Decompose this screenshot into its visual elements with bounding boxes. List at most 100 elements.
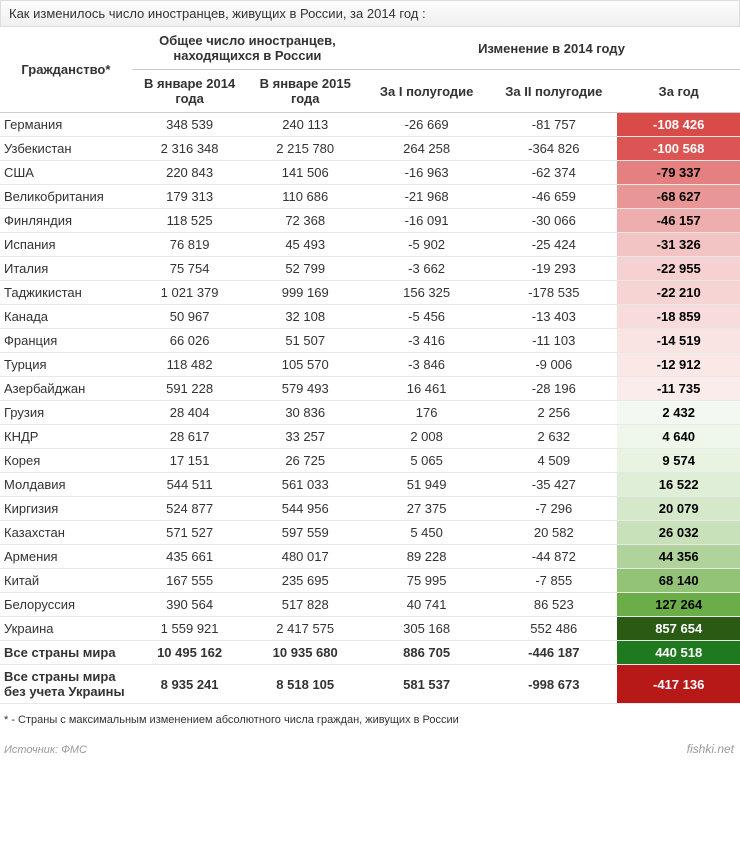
cell-h1: -21 968 xyxy=(363,185,490,209)
cell-h1: 305 168 xyxy=(363,617,490,641)
cell-year: 857 654 xyxy=(617,617,740,641)
cell-country: Финляндия xyxy=(0,209,132,233)
cell-h1: 264 258 xyxy=(363,137,490,161)
cell-h1: 89 228 xyxy=(363,545,490,569)
cell-h2: -35 427 xyxy=(490,473,617,497)
cell-jan2014: 50 967 xyxy=(132,305,248,329)
cell-year: -46 157 xyxy=(617,209,740,233)
cell-country: Казахстан xyxy=(0,521,132,545)
cell-jan2014: 17 151 xyxy=(132,449,248,473)
cell-country: Все страны мира без учета Украины xyxy=(0,665,132,704)
cell-jan2014: 544 511 xyxy=(132,473,248,497)
cell-year: 4 640 xyxy=(617,425,740,449)
cell-country: Великобритания xyxy=(0,185,132,209)
cell-year: -417 136 xyxy=(617,665,740,704)
cell-h2: 86 523 xyxy=(490,593,617,617)
cell-year: -12 912 xyxy=(617,353,740,377)
cell-h1: 5 450 xyxy=(363,521,490,545)
cell-h1: 40 741 xyxy=(363,593,490,617)
cell-year: -14 519 xyxy=(617,329,740,353)
cell-year: -22 210 xyxy=(617,281,740,305)
header-h2: За II полугодие xyxy=(490,70,617,113)
table-row: Казахстан571 527597 5595 45020 58226 032 xyxy=(0,521,740,545)
cell-jan2015: 32 108 xyxy=(247,305,363,329)
cell-jan2014: 571 527 xyxy=(132,521,248,545)
cell-h2: -25 424 xyxy=(490,233,617,257)
table-row: Узбекистан2 316 3482 215 780264 258-364 … xyxy=(0,137,740,161)
cell-h1: 51 949 xyxy=(363,473,490,497)
cell-jan2015: 52 799 xyxy=(247,257,363,281)
cell-jan2014: 2 316 348 xyxy=(132,137,248,161)
cell-country: Турция xyxy=(0,353,132,377)
cell-h2: 20 582 xyxy=(490,521,617,545)
cell-jan2014: 76 819 xyxy=(132,233,248,257)
cell-year: 68 140 xyxy=(617,569,740,593)
cell-jan2014: 348 539 xyxy=(132,113,248,137)
cell-jan2015: 561 033 xyxy=(247,473,363,497)
cell-year: -68 627 xyxy=(617,185,740,209)
cell-jan2015: 51 507 xyxy=(247,329,363,353)
cell-jan2014: 167 555 xyxy=(132,569,248,593)
foreigners-table: Гражданство* Общее число иностранцев, на… xyxy=(0,27,740,704)
cell-year: 2 432 xyxy=(617,401,740,425)
cell-h1: 16 461 xyxy=(363,377,490,401)
cell-year: 26 032 xyxy=(617,521,740,545)
cell-country: Германия xyxy=(0,113,132,137)
cell-year: -79 337 xyxy=(617,161,740,185)
cell-h2: -178 535 xyxy=(490,281,617,305)
cell-jan2015: 517 828 xyxy=(247,593,363,617)
table-body: Германия348 539240 113-26 669-81 757-108… xyxy=(0,113,740,704)
cell-h1: -3 846 xyxy=(363,353,490,377)
header-h1: За I полугодие xyxy=(363,70,490,113)
cell-h1: 75 995 xyxy=(363,569,490,593)
cell-jan2014: 66 026 xyxy=(132,329,248,353)
cell-country: Канада xyxy=(0,305,132,329)
table-row-total: Все страны мира10 495 16210 935 680886 7… xyxy=(0,641,740,665)
cell-country: Белоруссия xyxy=(0,593,132,617)
cell-country: США xyxy=(0,161,132,185)
header-group-total: Общее число иностранцев, находящихся в Р… xyxy=(132,27,363,70)
cell-h2: -13 403 xyxy=(490,305,617,329)
cell-h2: -28 196 xyxy=(490,377,617,401)
cell-country: Китай xyxy=(0,569,132,593)
cell-year: 127 264 xyxy=(617,593,740,617)
table-row: Великобритания179 313110 686-21 968-46 6… xyxy=(0,185,740,209)
cell-h1: -5 456 xyxy=(363,305,490,329)
cell-h2: -81 757 xyxy=(490,113,617,137)
cell-jan2015: 45 493 xyxy=(247,233,363,257)
cell-h1: -16 091 xyxy=(363,209,490,233)
cell-h2: -446 187 xyxy=(490,641,617,665)
table-row: Таджикистан1 021 379999 169156 325-178 5… xyxy=(0,281,740,305)
table-header: Гражданство* Общее число иностранцев, на… xyxy=(0,27,740,113)
cell-jan2015: 141 506 xyxy=(247,161,363,185)
cell-jan2014: 220 843 xyxy=(132,161,248,185)
cell-jan2015: 72 368 xyxy=(247,209,363,233)
cell-jan2014: 435 661 xyxy=(132,545,248,569)
table-row: Франция66 02651 507-3 416-11 103-14 519 xyxy=(0,329,740,353)
cell-jan2014: 118 482 xyxy=(132,353,248,377)
cell-h1: -26 669 xyxy=(363,113,490,137)
cell-jan2014: 118 525 xyxy=(132,209,248,233)
cell-jan2015: 2 417 575 xyxy=(247,617,363,641)
cell-country: Италия xyxy=(0,257,132,281)
cell-country: Молдавия xyxy=(0,473,132,497)
cell-h2: -9 006 xyxy=(490,353,617,377)
page-title: Как изменилось число иностранцев, живущи… xyxy=(0,0,740,27)
cell-h1: -5 902 xyxy=(363,233,490,257)
cell-jan2015: 110 686 xyxy=(247,185,363,209)
header-jan2015: В январе 2015 года xyxy=(247,70,363,113)
cell-country: Таджикистан xyxy=(0,281,132,305)
cell-year: 44 356 xyxy=(617,545,740,569)
table-row: США220 843141 506-16 963-62 374-79 337 xyxy=(0,161,740,185)
table-row: Испания76 81945 493-5 902-25 424-31 326 xyxy=(0,233,740,257)
cell-country: Азербайджан xyxy=(0,377,132,401)
table-row: Молдавия544 511561 03351 949-35 42716 52… xyxy=(0,473,740,497)
table-row: Украина1 559 9212 417 575305 168552 4868… xyxy=(0,617,740,641)
cell-h2: -46 659 xyxy=(490,185,617,209)
cell-year: -11 735 xyxy=(617,377,740,401)
cell-h1: 156 325 xyxy=(363,281,490,305)
cell-jan2015: 579 493 xyxy=(247,377,363,401)
cell-jan2014: 28 404 xyxy=(132,401,248,425)
cell-jan2015: 26 725 xyxy=(247,449,363,473)
cell-h1: 886 705 xyxy=(363,641,490,665)
